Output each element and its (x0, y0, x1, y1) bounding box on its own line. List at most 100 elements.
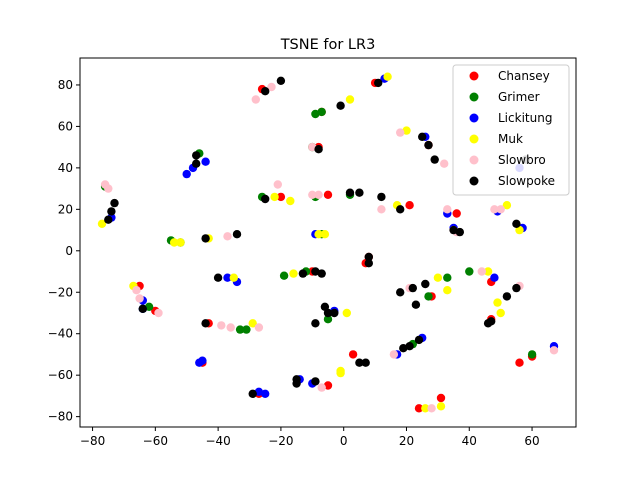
point-muk-10 (342, 308, 351, 318)
point-lickitung-4 (201, 157, 210, 166)
point-slowbro-29 (443, 205, 452, 214)
legend-label-chansey: Chansey (498, 69, 550, 83)
legend-label-lickitung: Lickitung (498, 111, 552, 125)
point-muk-2 (170, 238, 179, 247)
point-slowbro-0 (251, 95, 260, 104)
point-slowbro-9 (132, 286, 141, 295)
x-tick-label: 60 (524, 434, 539, 448)
point-chansey-11 (276, 192, 286, 202)
point-lickitung-11 (223, 273, 232, 282)
point-slowpoke-34 (361, 358, 370, 367)
point-slowpoke-41 (411, 300, 421, 309)
point-grimer-6 (242, 325, 251, 334)
point-slowpoke-47 (487, 317, 496, 326)
point-slowpoke-50 (138, 304, 147, 313)
point-slowbro-10 (135, 294, 144, 303)
point-slowbro-24 (496, 205, 505, 214)
point-muk-4 (248, 319, 257, 328)
y-tick-label: 20 (58, 202, 73, 216)
point-chansey-25 (323, 190, 333, 199)
point-grimer-5 (235, 325, 245, 334)
point-slowpoke-36 (405, 342, 414, 351)
y-tick-label: 40 (58, 161, 73, 175)
point-muk-17 (493, 298, 502, 307)
legend: Chansey Grimer Lickitung Muk Slowbro Slowpoke (452, 64, 570, 196)
point-slowbro-16 (377, 205, 386, 214)
point-slowpoke-26 (320, 302, 330, 311)
point-slowpoke-38 (396, 288, 405, 297)
point-slowbro-12 (308, 190, 317, 199)
y-tick-label: −80 (48, 410, 73, 424)
legend-marker-slowbro (469, 155, 479, 165)
point-slowbro-27 (317, 383, 326, 392)
point-muk-18 (496, 308, 505, 318)
point-slowbro-13 (223, 232, 232, 241)
point-slowpoke-31 (292, 375, 301, 384)
point-muk-20 (515, 225, 524, 235)
point-slowpoke-39 (408, 283, 417, 293)
point-slowbro-6 (226, 323, 235, 332)
point-slowbro-15 (396, 128, 405, 137)
point-slowbro-23 (490, 205, 499, 214)
point-slowpoke-48 (502, 292, 512, 301)
point-slowpoke-8 (192, 159, 201, 168)
point-slowpoke-0 (276, 76, 286, 86)
x-tick-label: −40 (205, 434, 230, 448)
point-muk-16 (436, 402, 446, 411)
point-muk-9 (320, 230, 330, 239)
x-tick-label: −20 (268, 434, 293, 448)
legend-marker-grimer (469, 92, 479, 102)
legend-label-slowpoke: Slowpoke (498, 174, 555, 188)
point-grimer-19 (527, 350, 537, 359)
point-slowpoke-19 (418, 132, 427, 141)
point-slowpoke-13 (248, 389, 257, 398)
point-muk-7 (286, 196, 295, 206)
legend-marker-chansey (469, 71, 479, 81)
point-muk-14 (433, 273, 443, 282)
point-slowpoke-17 (377, 192, 386, 202)
point-slowpoke-51 (261, 194, 270, 204)
point-slowbro-14 (308, 142, 317, 152)
point-slowpoke-24 (298, 269, 308, 278)
point-grimer-7 (279, 271, 289, 280)
point-slowbro-26 (549, 346, 559, 355)
point-muk-24 (443, 286, 452, 295)
legend-label-slowbro: Slowbro (498, 153, 546, 167)
point-slowbro-19 (440, 159, 449, 168)
point-slowpoke-6 (104, 215, 113, 224)
point-muk-26 (483, 267, 493, 276)
point-muk-6 (270, 192, 279, 202)
y-tick-label: 0 (65, 244, 73, 258)
x-tick-label: −60 (143, 434, 168, 448)
point-slowbro-1 (267, 82, 276, 92)
point-slowpoke-18 (396, 205, 405, 214)
x-tick-label: −80 (80, 434, 105, 448)
point-slowpoke-35 (399, 344, 408, 353)
point-slowpoke-52 (317, 269, 326, 278)
point-muk-23 (289, 269, 298, 278)
point-grimer-20 (465, 267, 474, 276)
point-slowpoke-49 (512, 283, 521, 293)
legend-marker-slowpoke (469, 176, 479, 186)
point-slowpoke-9 (232, 230, 242, 239)
point-grimer-21 (323, 315, 333, 324)
point-lickitung-6 (198, 356, 207, 365)
point-slowpoke-40 (421, 279, 430, 289)
x-tick-label: 0 (340, 434, 348, 448)
y-tick-label: −20 (48, 285, 73, 299)
point-slowpoke-20 (424, 140, 433, 150)
point-slowbro-3 (104, 184, 113, 193)
point-slowpoke-14 (314, 145, 323, 154)
point-slowbro-5 (254, 323, 264, 332)
point-muk-8 (314, 230, 323, 239)
legend-marker-lickitung (469, 113, 479, 123)
point-slowpoke-23 (364, 252, 373, 262)
point-grimer-18 (424, 292, 433, 301)
point-slowbro-18 (389, 350, 399, 359)
point-slowpoke-33 (355, 358, 364, 367)
point-lickitung-8 (261, 389, 270, 398)
point-slowbro-11 (314, 190, 323, 199)
point-grimer-0 (311, 109, 320, 119)
point-slowbro-4 (273, 180, 282, 189)
